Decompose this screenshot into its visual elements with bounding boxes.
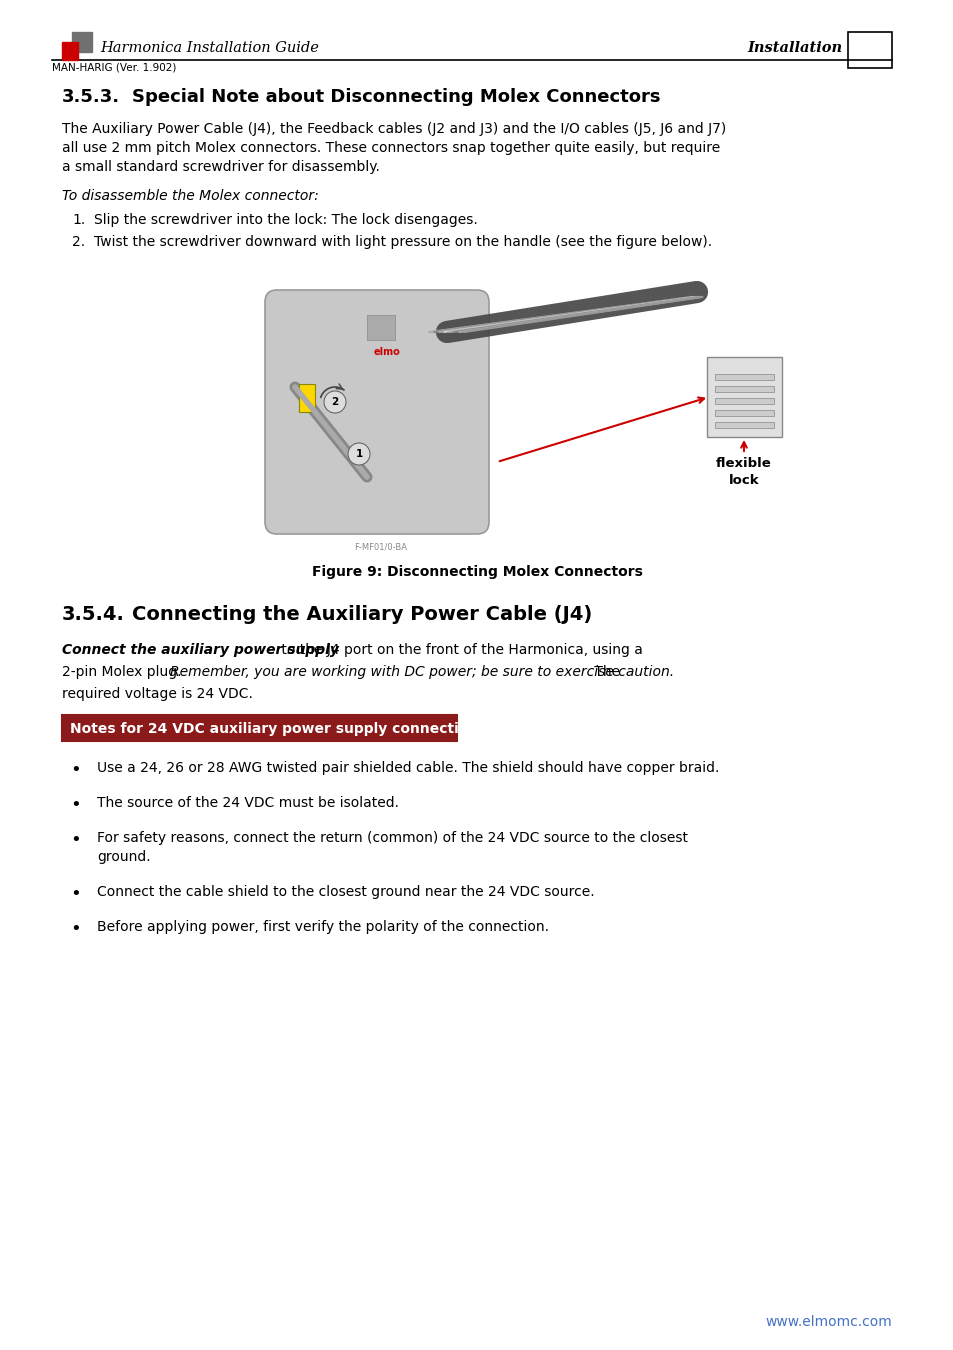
Text: Special Note about Disconnecting Molex Connectors: Special Note about Disconnecting Molex C… — [132, 88, 659, 107]
Text: •: • — [70, 761, 81, 779]
Text: To disassemble the Molex connector:: To disassemble the Molex connector: — [62, 189, 318, 202]
Text: to the J4 port on the front of the Harmonica, using a: to the J4 port on the front of the Harmo… — [276, 643, 642, 657]
Bar — [714, 398, 773, 404]
Text: For safety reasons, connect the return (common) of the 24 VDC source to the clos: For safety reasons, connect the return (… — [97, 832, 687, 845]
Bar — [62, 42, 78, 59]
Text: flexible: flexible — [716, 458, 771, 470]
Text: 2.: 2. — [71, 235, 85, 248]
Text: Harmonica Installation Guide: Harmonica Installation Guide — [100, 40, 318, 55]
Text: Connect the auxiliary power supply: Connect the auxiliary power supply — [62, 643, 338, 657]
Text: lock: lock — [728, 474, 759, 487]
Text: 2: 2 — [331, 397, 338, 406]
Text: 24: 24 — [855, 40, 883, 59]
Text: Slip the screwdriver into the lock: The lock disengages.: Slip the screwdriver into the lock: The … — [94, 213, 477, 227]
Text: The source of the 24 VDC must be isolated.: The source of the 24 VDC must be isolate… — [97, 796, 398, 810]
Text: 1.: 1. — [71, 213, 85, 227]
Text: Notes for 24 VDC auxiliary power supply connections:: Notes for 24 VDC auxiliary power supply … — [70, 722, 492, 736]
Text: MAN-HARIG (Ver. 1.902): MAN-HARIG (Ver. 1.902) — [52, 62, 176, 72]
Text: required voltage is 24 VDC.: required voltage is 24 VDC. — [62, 687, 253, 701]
Bar — [706, 356, 781, 437]
Circle shape — [324, 392, 346, 413]
Text: elmo: elmo — [374, 347, 400, 356]
Bar — [62, 716, 456, 741]
Bar — [847, 32, 891, 68]
Text: F-MF01/0-BA: F-MF01/0-BA — [355, 541, 407, 551]
Text: •: • — [70, 919, 81, 938]
Text: Before applying power, first verify the polarity of the connection.: Before applying power, first verify the … — [97, 919, 548, 934]
Text: The Auxiliary Power Cable (J4), the Feedback cables (J2 and J3) and the I/O cabl: The Auxiliary Power Cable (J4), the Feed… — [62, 122, 725, 136]
Text: Twist the screwdriver downward with light pressure on the handle (see the figure: Twist the screwdriver downward with ligh… — [94, 235, 711, 248]
Circle shape — [348, 443, 370, 464]
Bar — [236, 277, 717, 547]
Bar — [714, 374, 773, 379]
Text: Connecting the Auxiliary Power Cable (J4): Connecting the Auxiliary Power Cable (J4… — [132, 605, 592, 624]
Text: •: • — [70, 886, 81, 903]
FancyBboxPatch shape — [265, 290, 489, 535]
Text: Figure 9: Disconnecting Molex Connectors: Figure 9: Disconnecting Molex Connectors — [312, 566, 641, 579]
Bar — [298, 383, 314, 412]
Text: all use 2 mm pitch Molex connectors. These connectors snap together quite easily: all use 2 mm pitch Molex connectors. The… — [62, 140, 720, 155]
Text: Installation: Installation — [746, 40, 841, 55]
Text: •: • — [70, 832, 81, 849]
Text: The: The — [589, 666, 619, 679]
Text: Use a 24, 26 or 28 AWG twisted pair shielded cable. The shield should have coppe: Use a 24, 26 or 28 AWG twisted pair shie… — [97, 761, 719, 775]
Bar — [714, 410, 773, 416]
Text: 1: 1 — [355, 450, 362, 459]
Bar — [714, 423, 773, 428]
Bar — [367, 315, 395, 340]
Bar — [714, 386, 773, 391]
Text: 3.5.4.: 3.5.4. — [62, 605, 125, 624]
Text: •: • — [70, 796, 81, 814]
Text: a small standard screwdriver for disassembly.: a small standard screwdriver for disasse… — [62, 161, 379, 174]
Text: ground.: ground. — [97, 850, 151, 864]
Text: 2-pin Molex plug.: 2-pin Molex plug. — [62, 666, 186, 679]
Text: Remember, you are working with DC power; be sure to exercise caution.: Remember, you are working with DC power;… — [170, 666, 674, 679]
Text: Connect the cable shield to the closest ground near the 24 VDC source.: Connect the cable shield to the closest … — [97, 886, 594, 899]
Text: 3.5.3.: 3.5.3. — [62, 88, 120, 107]
Text: www.elmomc.com: www.elmomc.com — [764, 1315, 891, 1328]
Bar — [71, 32, 91, 53]
